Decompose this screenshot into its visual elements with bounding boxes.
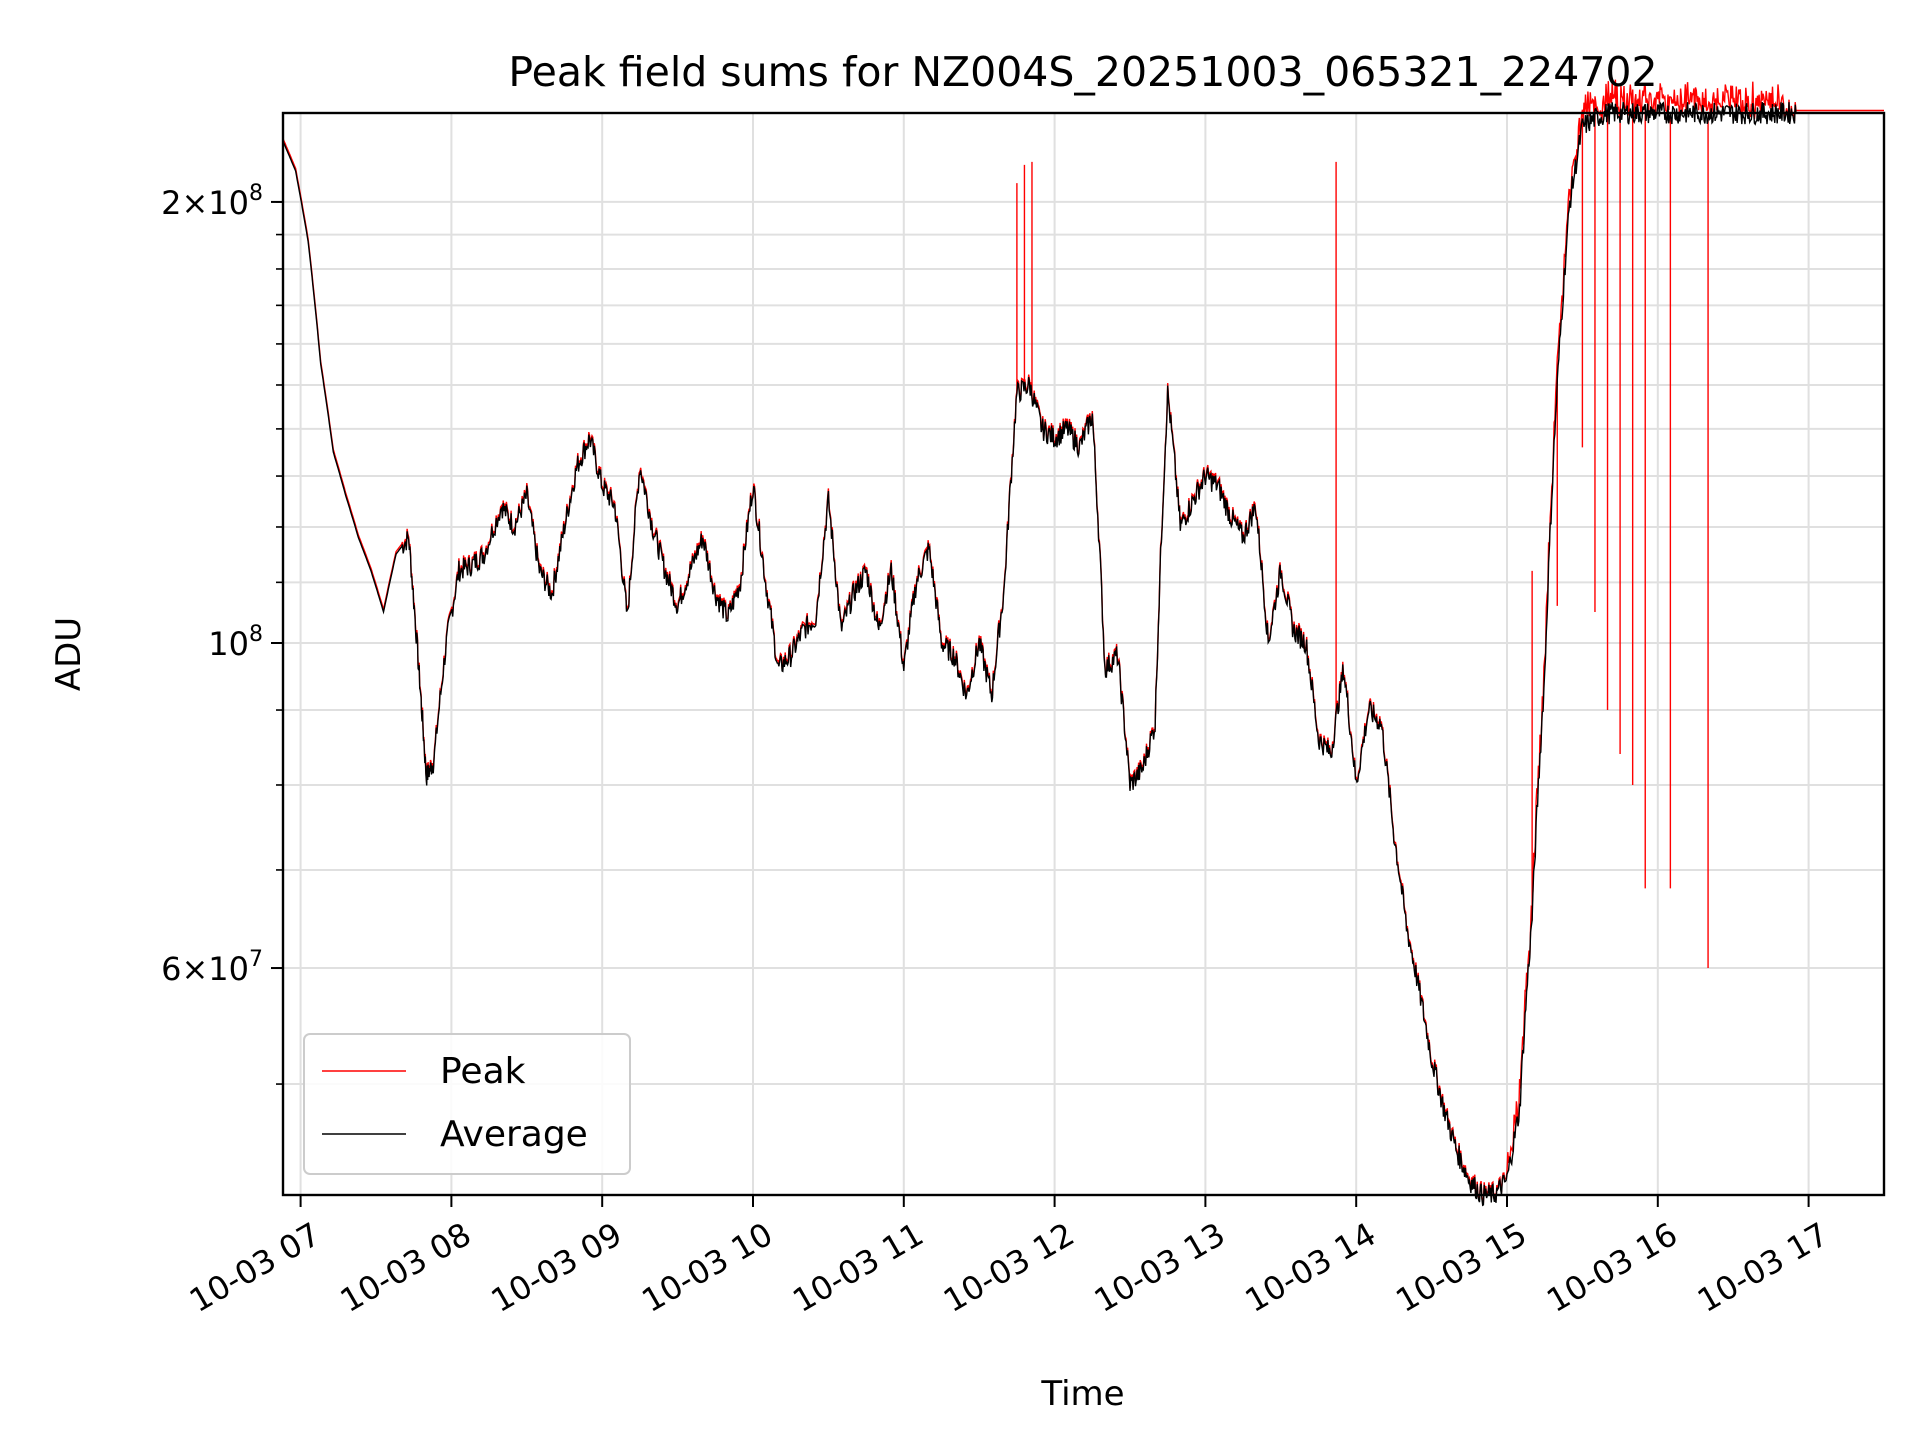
legend-label-peak: Peak <box>440 1051 526 1092</box>
legend-label-average: Average <box>440 1114 588 1155</box>
y-axis: 2×108 108 6×107 <box>161 181 283 1085</box>
plot-frame <box>281 111 1886 1197</box>
chart-title: Peak field sums for NZ004S_20251003_0653… <box>508 48 1657 96</box>
series-layer <box>282 79 1884 1207</box>
y-tick-label: 2×108 <box>161 181 263 222</box>
grid <box>283 113 1884 1195</box>
legend: Peak Average <box>303 1033 631 1175</box>
y-axis-label: ADU <box>49 617 89 691</box>
y-tick-label: 6×107 <box>161 947 263 988</box>
x-axis-label: Time <box>1040 1374 1124 1414</box>
average-series-line <box>282 100 1884 1207</box>
peak-series-line <box>282 79 1884 1204</box>
y-tick-label: 108 <box>208 622 263 663</box>
legend-box <box>303 1033 631 1175</box>
